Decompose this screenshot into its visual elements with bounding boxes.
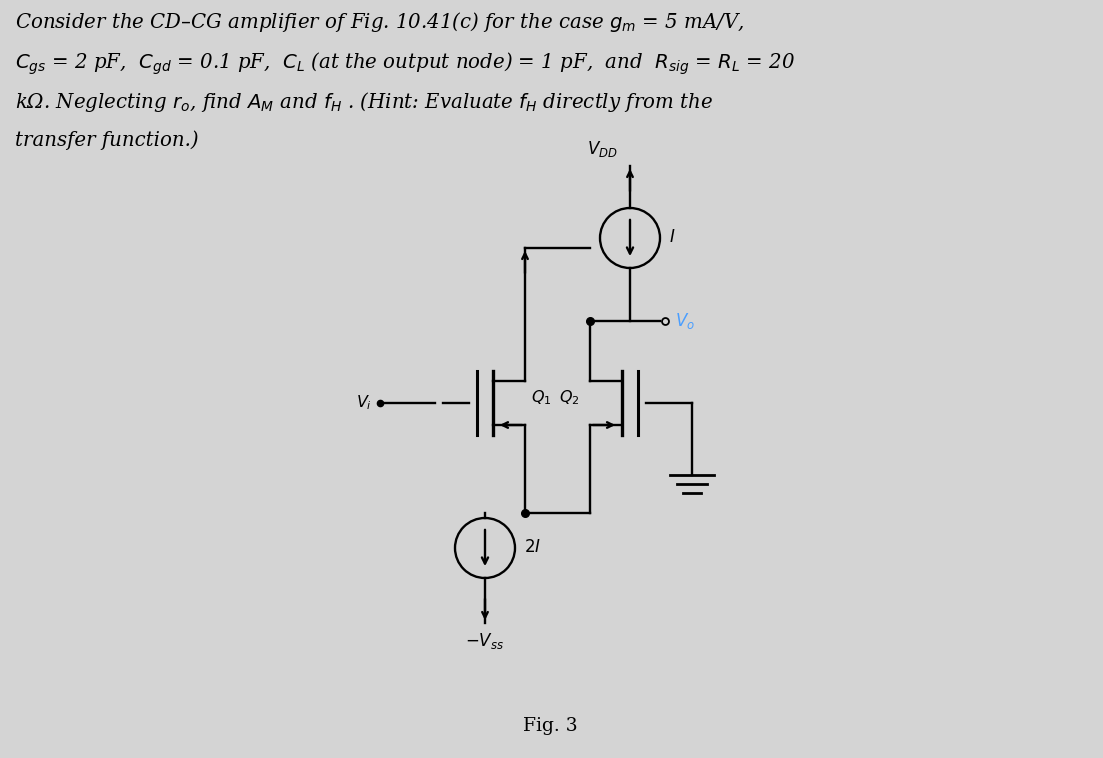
Text: Fig. 3: Fig. 3 xyxy=(523,717,577,735)
Text: kΩ. Neglecting $r_o$, find $A_M$ and $f_H$ . (Hint: Evaluate $f_H$ directly from: kΩ. Neglecting $r_o$, find $A_M$ and $f_… xyxy=(15,90,713,114)
Text: $V_i$: $V_i$ xyxy=(356,393,372,412)
Text: $I$: $I$ xyxy=(670,230,675,246)
Text: transfer function.): transfer function.) xyxy=(15,130,199,149)
Text: $-V_{ss}$: $-V_{ss}$ xyxy=(465,631,504,651)
Text: $V_{DD}$: $V_{DD}$ xyxy=(587,139,618,159)
Text: $Q_2$: $Q_2$ xyxy=(559,389,580,407)
Text: $C_{gs}$ = 2 pF,  $C_{gd}$ = 0.1 pF,  $C_L$ (at the output node) = 1 pF,  and  $: $C_{gs}$ = 2 pF, $C_{gd}$ = 0.1 pF, $C_L… xyxy=(15,50,795,77)
Text: Consider the CD–CG amplifier of Fig. 10.41(c) for the case $g_m$ = 5 mA/V,: Consider the CD–CG amplifier of Fig. 10.… xyxy=(15,10,745,34)
Text: $2I$: $2I$ xyxy=(524,540,542,556)
Text: $V_o$: $V_o$ xyxy=(675,311,695,331)
Text: $Q_1$: $Q_1$ xyxy=(531,389,552,407)
